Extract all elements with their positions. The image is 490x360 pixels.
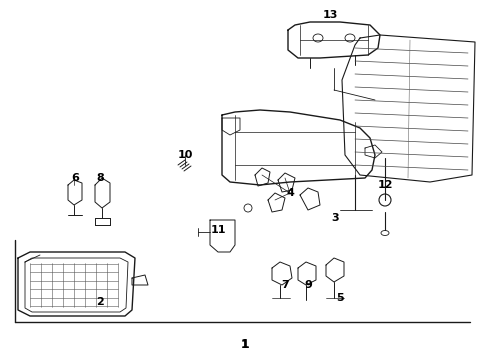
Text: 1: 1	[241, 338, 249, 351]
Text: 4: 4	[286, 188, 294, 198]
Text: 5: 5	[336, 293, 344, 303]
Text: 9: 9	[304, 280, 312, 290]
Text: 3: 3	[331, 213, 339, 223]
Text: 7: 7	[281, 280, 289, 290]
Text: 8: 8	[96, 173, 104, 183]
Text: 13: 13	[322, 10, 338, 20]
Text: 11: 11	[210, 225, 226, 235]
Text: 2: 2	[96, 297, 104, 307]
Text: 6: 6	[71, 173, 79, 183]
Text: 1: 1	[241, 340, 249, 350]
Text: 10: 10	[177, 150, 193, 160]
Text: 12: 12	[377, 180, 393, 190]
